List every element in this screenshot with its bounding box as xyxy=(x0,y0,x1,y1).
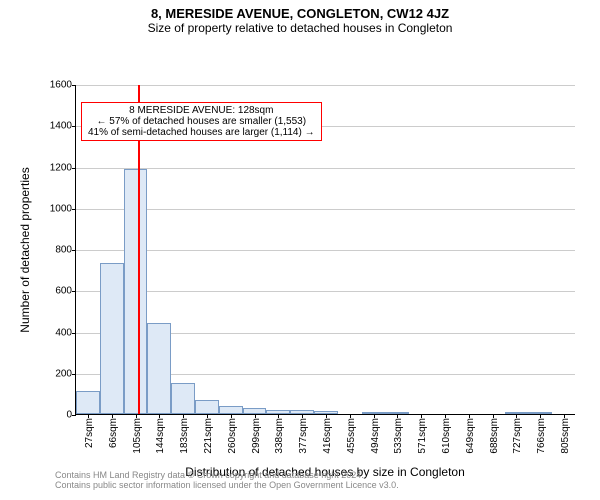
ytick-label: 200 xyxy=(55,368,76,379)
xtick-label: 727sqm xyxy=(512,418,523,454)
xtick-label: 260sqm xyxy=(227,418,238,454)
histogram-bar xyxy=(100,263,124,414)
ytick-label: 1200 xyxy=(50,162,76,173)
gridline xyxy=(76,168,575,169)
page-title: 8, MERESIDE AVENUE, CONGLETON, CW12 4JZ xyxy=(0,0,600,21)
xtick-label: 338sqm xyxy=(274,418,285,454)
histogram-bar xyxy=(195,400,219,414)
ytick-label: 0 xyxy=(66,410,76,421)
histogram-bar xyxy=(147,323,171,414)
footer: Contains HM Land Registry data © Crown c… xyxy=(55,470,399,490)
histogram-bar xyxy=(76,391,100,414)
xtick-label: 27sqm xyxy=(84,418,95,448)
footer-line-2: Contains public sector information licen… xyxy=(55,480,399,490)
ytick-label: 800 xyxy=(55,245,76,256)
annotation-box: 8 MERESIDE AVENUE: 128sqm← 57% of detach… xyxy=(81,102,322,141)
xtick-label: 299sqm xyxy=(251,418,262,454)
ytick-label: 1600 xyxy=(50,80,76,91)
xtick-label: 649sqm xyxy=(465,418,476,454)
xtick-label: 688sqm xyxy=(489,418,500,454)
gridline xyxy=(76,85,575,86)
ytick-label: 1400 xyxy=(50,121,76,132)
xtick-label: 533sqm xyxy=(393,418,404,454)
gridline xyxy=(76,250,575,251)
histogram-bar xyxy=(124,169,148,414)
ytick-label: 1000 xyxy=(50,203,76,214)
subtitle: Size of property relative to detached ho… xyxy=(0,21,600,35)
chart-area: 0 200 400 600 800 1000 1200 1400 1600 27sqm 66sqm 1… xyxy=(0,35,600,455)
xtick-label: 105sqm xyxy=(132,418,143,454)
xtick-label: 766sqm xyxy=(536,418,547,454)
annotation-line: 8 MERESIDE AVENUE: 128sqm xyxy=(88,105,315,116)
y-axis-label: Number of detached properties xyxy=(18,167,32,332)
gridline xyxy=(76,291,575,292)
xtick-label: 183sqm xyxy=(179,418,190,454)
xtick-label: 66sqm xyxy=(108,418,119,448)
xtick-label: 610sqm xyxy=(441,418,452,454)
xtick-label: 221sqm xyxy=(203,418,214,454)
gridline xyxy=(76,209,575,210)
annotation-line: 41% of semi-detached houses are larger (… xyxy=(88,127,315,138)
xtick-label: 377sqm xyxy=(298,418,309,454)
xtick-label: 805sqm xyxy=(560,418,571,454)
plot: 0200400600800100012001400160027sqm66sqm1… xyxy=(75,85,575,415)
xtick-label: 494sqm xyxy=(370,418,381,454)
ytick-label: 400 xyxy=(55,327,76,338)
histogram-bar xyxy=(219,406,243,414)
annotation-line: ← 57% of detached houses are smaller (1,… xyxy=(88,116,315,127)
xtick-label: 144sqm xyxy=(155,418,166,454)
xtick-label: 571sqm xyxy=(417,418,428,454)
xtick-label: 455sqm xyxy=(346,418,357,454)
xtick-label: 416sqm xyxy=(322,418,333,454)
histogram-bar xyxy=(171,383,195,414)
footer-line-1: Contains HM Land Registry data © Crown c… xyxy=(55,470,399,480)
ytick-label: 600 xyxy=(55,286,76,297)
